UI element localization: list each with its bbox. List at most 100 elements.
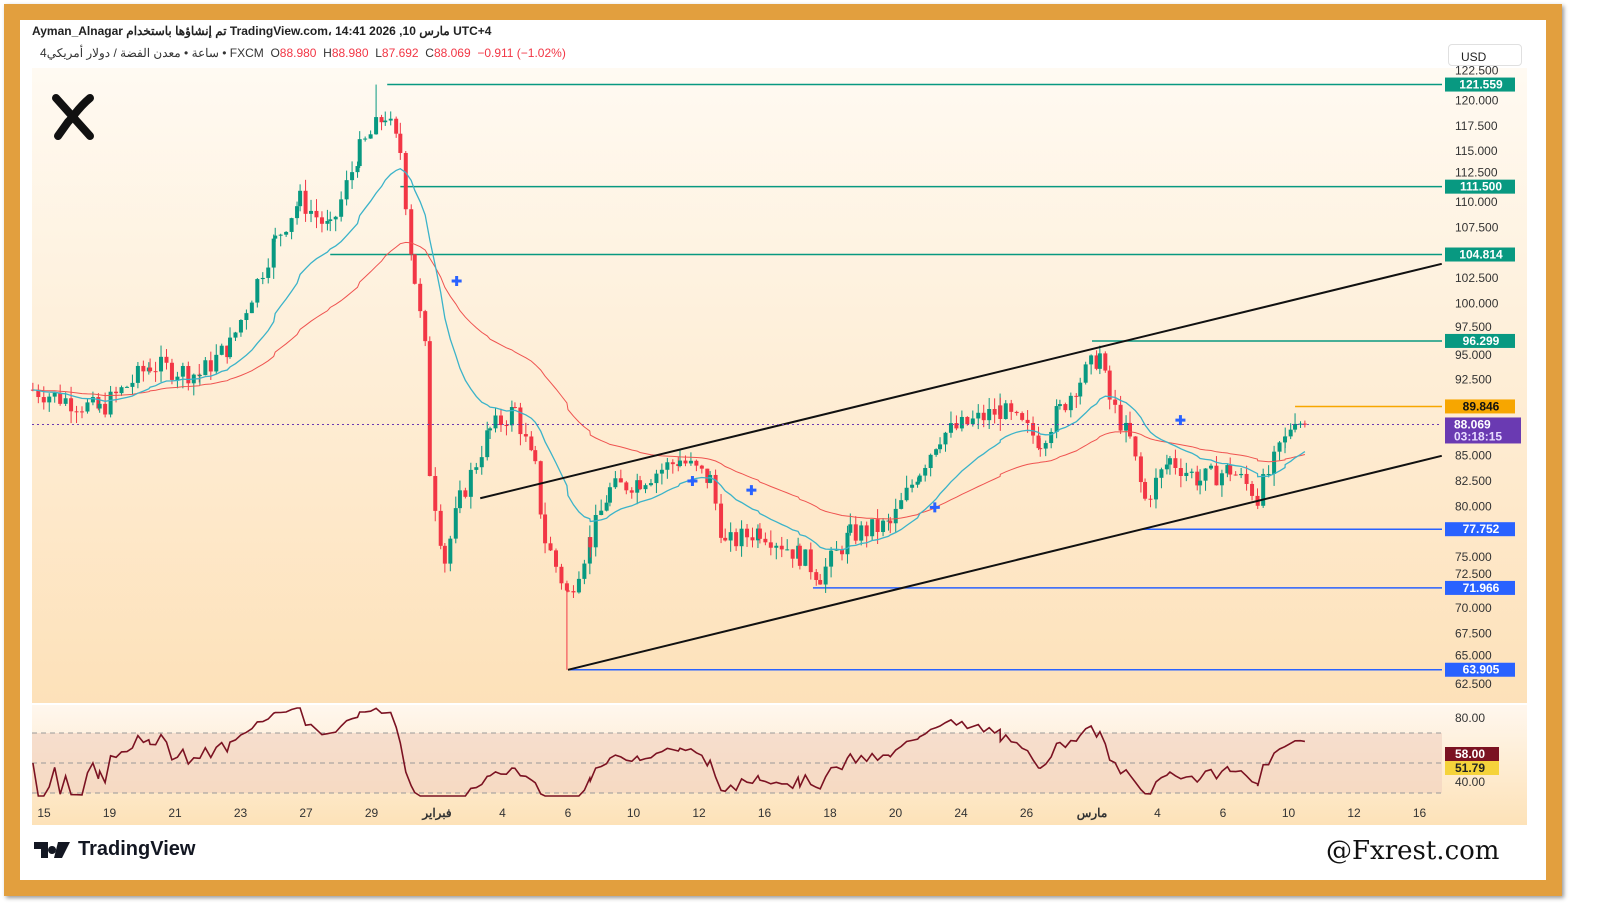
- candle-body: [864, 525, 869, 537]
- candle-body: [1127, 422, 1132, 437]
- candle-body: [47, 396, 52, 403]
- high-value: 88.980: [331, 46, 369, 60]
- candle-body: [303, 190, 308, 214]
- candle-body: [463, 490, 468, 497]
- candle-body: [1025, 419, 1030, 424]
- level-price-tag: [1445, 662, 1515, 677]
- candle-body: [319, 217, 324, 224]
- candle-body: [1228, 465, 1233, 475]
- candle-body: [1074, 395, 1079, 397]
- x-tick-label: 6: [1220, 806, 1227, 820]
- y-tick-label: 122.500: [1455, 64, 1499, 78]
- candle-body: [58, 392, 63, 404]
- candle-body: [853, 524, 858, 541]
- candle-body: [409, 209, 414, 255]
- candle-body: [418, 283, 423, 312]
- candle-body: [1020, 413, 1025, 420]
- candle-body: [976, 412, 981, 419]
- candle-body: [1298, 423, 1303, 425]
- candle-body: [576, 578, 581, 593]
- candle-body: [1089, 355, 1094, 365]
- candle-body: [135, 365, 140, 383]
- candle-body: [1164, 464, 1169, 470]
- candle-body: [203, 360, 208, 376]
- candle-body: [571, 591, 576, 593]
- candle-body: [624, 482, 629, 491]
- candle-body: [1195, 471, 1200, 486]
- candle-body: [739, 528, 744, 547]
- candle-body: [504, 425, 509, 427]
- tradingview-icon: [34, 841, 70, 858]
- candle-body: [90, 397, 95, 403]
- candle-body: [683, 460, 688, 464]
- current-price-tag: [1445, 417, 1521, 444]
- y-tick-label: 95.000: [1455, 348, 1492, 362]
- cross-marker: [451, 276, 462, 287]
- candle-body: [278, 234, 283, 236]
- candle-body: [899, 500, 904, 509]
- candle-body: [981, 412, 986, 421]
- level-price-label: 71.966: [1463, 581, 1500, 595]
- candle-body: [368, 134, 373, 139]
- y-tick-label: 82.500: [1455, 474, 1492, 488]
- candle-body: [63, 398, 68, 404]
- candle-body: [498, 415, 503, 426]
- watermark: @Fxrest.com: [1326, 836, 1500, 866]
- candle-body: [333, 216, 338, 220]
- candle-body: [745, 528, 750, 538]
- candle-body: [169, 362, 174, 380]
- tradingview-logo[interactable]: TradingView: [34, 838, 195, 861]
- candle-body: [533, 450, 538, 462]
- candle-body: [688, 460, 693, 464]
- candle-body: [1288, 429, 1293, 437]
- channel-upper-line: [479, 262, 1443, 500]
- candle-body: [1113, 399, 1118, 405]
- candle-body: [881, 520, 886, 532]
- y-tick-label: 92.500: [1455, 373, 1492, 387]
- y-tick-label: 120.000: [1455, 93, 1499, 107]
- rsi-line: [32, 707, 1306, 797]
- candle-body: [197, 375, 202, 377]
- candle-body: [1208, 465, 1213, 469]
- candle-body: [1159, 469, 1164, 478]
- candle-body: [708, 474, 713, 483]
- candle-body: [479, 457, 484, 468]
- candle-body: [834, 549, 839, 551]
- candle-body: [284, 231, 289, 235]
- title-line: Ayman_Alnagar تم إنشاؤها باستخدام Tradin…: [32, 24, 492, 38]
- candle-body: [659, 469, 664, 474]
- candle-body: [1189, 471, 1194, 473]
- candle-body: [750, 537, 755, 541]
- candle-body: [1043, 443, 1048, 449]
- x-tick-label: مارس: [1077, 806, 1108, 821]
- y-tick-label: 117.500: [1455, 119, 1498, 133]
- candle-body: [785, 549, 790, 551]
- candle-body: [1283, 436, 1288, 438]
- x-tick-label: 16: [1413, 806, 1427, 820]
- candle-body: [36, 389, 41, 398]
- candle-body: [818, 579, 823, 585]
- countdown-label: 03:18:15: [1454, 429, 1502, 443]
- candle-body: [859, 525, 864, 541]
- candle-body: [564, 583, 569, 591]
- candle-body: [910, 484, 915, 488]
- candle-body: [1266, 473, 1271, 475]
- candle-body: [219, 345, 224, 355]
- candle-body: [768, 542, 773, 548]
- candle-body: [1078, 382, 1083, 397]
- candle-body: [512, 407, 517, 409]
- candle-body: [266, 267, 271, 278]
- candle-body: [923, 467, 928, 476]
- candle-body: [273, 235, 278, 239]
- currency-selector[interactable]: USD: [1448, 44, 1522, 66]
- candle-body: [1014, 411, 1019, 414]
- price-pane: [32, 68, 1527, 703]
- cross-marker: [746, 485, 757, 496]
- candle-body: [904, 487, 909, 501]
- candle-body: [814, 572, 819, 580]
- candle-body: [403, 152, 408, 210]
- rsi-value-label: 58.00: [1455, 747, 1485, 761]
- candle-body: [538, 461, 543, 515]
- candle-body: [1244, 473, 1249, 484]
